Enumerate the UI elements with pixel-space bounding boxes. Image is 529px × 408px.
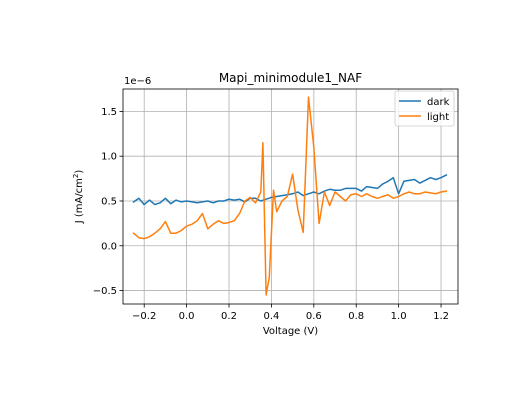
y-tick-label: 0.0 xyxy=(101,241,117,252)
y-axis-label-superscript: 2 xyxy=(72,174,80,178)
x-tick-label: 0.0 xyxy=(179,311,195,322)
y-axis-label-end: ) xyxy=(74,170,85,174)
x-tick-label: −0.2 xyxy=(132,311,156,322)
legend-label-light: light xyxy=(427,112,449,123)
y-axis-offset-text: 1e−6 xyxy=(124,76,151,87)
x-tick-label: 0.4 xyxy=(263,311,279,322)
x-tick-label: 1.2 xyxy=(433,311,449,322)
legend-label-dark: dark xyxy=(427,97,450,108)
y-tick-label: 0.5 xyxy=(101,196,117,207)
x-axis-ticks: −0.2 0.0 0.2 0.4 0.6 0.8 1.0 1.2 xyxy=(132,304,449,322)
x-axis-label: Voltage (V) xyxy=(263,326,318,337)
y-axis-label-main: J (mA/cm xyxy=(74,178,85,224)
x-tick-label: 0.2 xyxy=(221,311,237,322)
series-line-dark xyxy=(132,173,448,206)
y-tick-label: −0.5 xyxy=(93,286,117,297)
series-line-light xyxy=(132,96,448,296)
x-tick-label: 0.6 xyxy=(306,311,322,322)
x-tick-label: 1.0 xyxy=(391,311,407,322)
y-tick-label: 1.0 xyxy=(101,152,117,163)
legend: dark light xyxy=(394,90,455,127)
y-tick-label: 1.5 xyxy=(101,107,117,118)
legend-box xyxy=(394,90,455,127)
x-tick-label: 0.8 xyxy=(348,311,364,322)
series-layer xyxy=(132,96,448,296)
y-axis-ticks: −0.5 0.0 0.5 1.0 1.5 xyxy=(93,107,123,297)
chart-title: Mapi_minimodule1_NAF xyxy=(219,71,362,85)
axes-frame xyxy=(122,88,459,305)
y-axis-label: J (mA/cm2) xyxy=(72,170,85,225)
